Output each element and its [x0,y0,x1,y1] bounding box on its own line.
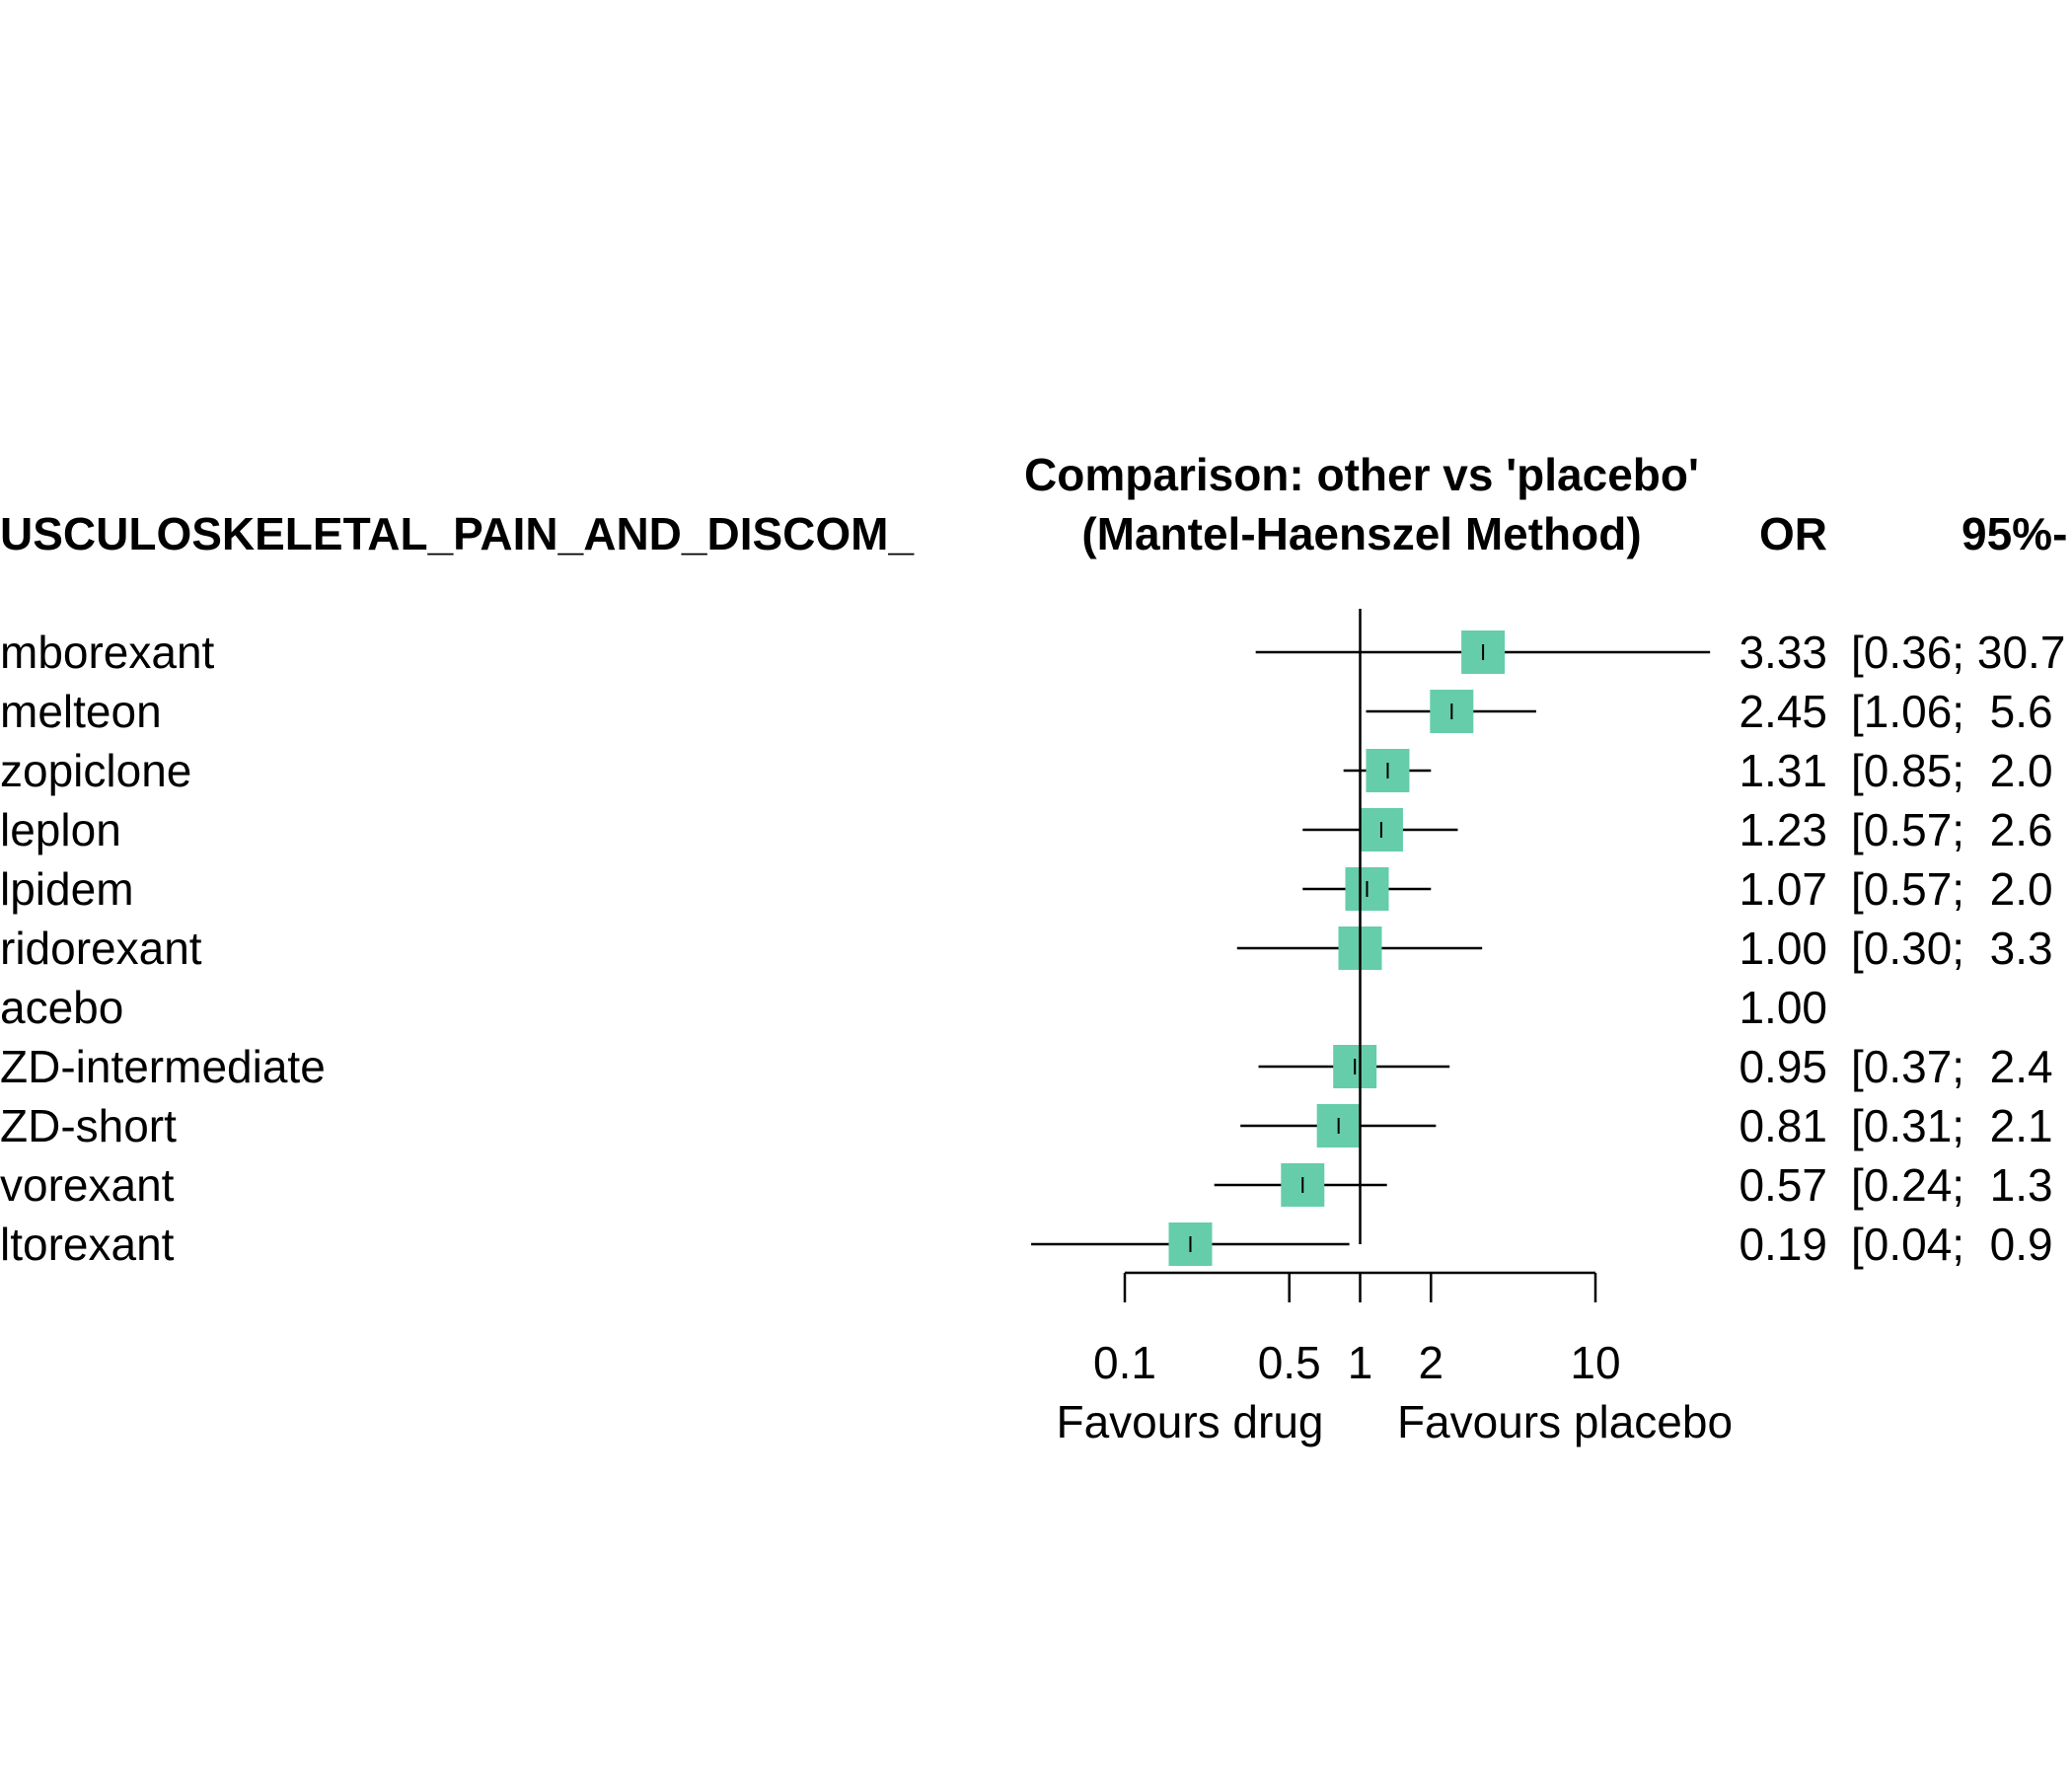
forest-row: vorexant 0.57 [0.24; 1.3 [0,1159,2053,1211]
row-label: melteon [0,686,162,737]
x-tick-label: 10 [1570,1337,1620,1388]
row-label: ltorexant [0,1219,175,1270]
forest-row: lpidem 1.07 [0.57; 2.0 [0,863,2053,915]
forest-row: leplon 1.23 [0.57; 2.6 [0,804,2053,855]
favours-drug-caption: Favours drug [1056,1396,1323,1447]
forest-row: melteon 2.45 [1.06; 5.6 [0,686,2053,737]
or-value: 1.00 [1739,982,1827,1033]
ci-value: [0.37; 2.4 [1851,1041,2053,1092]
or-value: 0.57 [1739,1159,1827,1211]
outcome-header: USCULOSKELETAL_PAIN_AND_DISCOM_ [0,508,914,559]
ci-value: [0.57; 2.0 [1851,863,2053,915]
chart-title: Comparison: other vs 'placebo' [1024,449,1699,500]
forest-row: mborexant 3.33 [0.36; 30.7 [0,627,2065,678]
forest-row: ZD-intermediate 0.95 [0.37; 2.4 [0,1041,2053,1092]
forest-row: acebo 1.00 [0,982,1827,1033]
forest-rows: mborexant 3.33 [0.36; 30.7 melteon 2.45 [1.06… [0,627,2065,1270]
or-value: 1.00 [1739,923,1827,974]
ci-value: [0.24; 1.3 [1851,1159,2053,1211]
x-axis: 0.1 0.5 1 2 10 [1093,1271,1621,1388]
or-value: 1.31 [1739,745,1827,796]
or-value: 1.23 [1739,804,1827,855]
or-value: 0.81 [1739,1100,1827,1151]
ci-value: [0.57; 2.6 [1851,804,2053,855]
row-label: vorexant [0,1159,175,1211]
ci-value: [0.36; 30.7 [1851,627,2065,678]
ci-value: [0.85; 2.0 [1851,745,2053,796]
row-label: ZD-intermediate [0,1041,326,1092]
ci-value: [0.30; 3.3 [1851,923,2053,974]
ci-value: [0.31; 2.1 [1851,1100,2053,1151]
or-value: 0.95 [1739,1041,1827,1092]
x-tick-label: 1 [1348,1337,1373,1388]
row-label: ZD-short [0,1100,177,1151]
row-label: lpidem [0,863,134,915]
row-label: zopiclone [0,745,191,796]
row-label: acebo [0,982,123,1033]
x-tick-label: 0.1 [1093,1337,1156,1388]
ci-value: [1.06; 5.6 [1851,686,2053,737]
forest-row: ltorexant 0.19 [0.04; 0.9 [0,1219,2053,1270]
ci-value: [0.04; 0.9 [1851,1219,2053,1270]
row-label: mborexant [0,627,215,678]
favours-placebo-caption: Favours placebo [1397,1396,1733,1447]
or-value: 3.33 [1739,627,1827,678]
ci-column-header: 95%- [1961,508,2067,559]
or-value: 1.07 [1739,863,1827,915]
forest-row: ZD-short 0.81 [0.31; 2.1 [0,1100,2053,1151]
or-value: 2.45 [1739,686,1827,737]
chart-subtitle: (Mantel-Haenszel Method) [1081,508,1641,559]
x-tick-label: 0.5 [1258,1337,1321,1388]
or-value: 0.19 [1739,1219,1827,1270]
row-label: ridorexant [0,923,202,974]
forest-row: ridorexant 1.00 [0.30; 3.3 [0,923,2053,974]
forest-row: zopiclone 1.31 [0.85; 2.0 [0,745,2053,796]
row-label: leplon [0,804,121,855]
estimate-column-header: OR [1759,508,1827,559]
x-tick-label: 2 [1418,1337,1443,1388]
